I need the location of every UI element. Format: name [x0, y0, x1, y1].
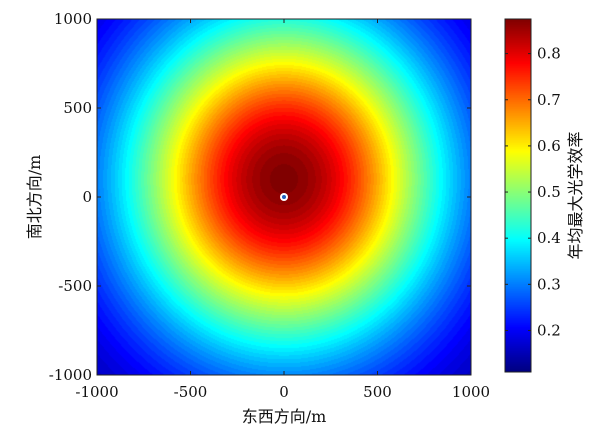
colorbar-frame	[504, 18, 532, 373]
colorbar-tick-label: 0.8	[537, 45, 561, 63]
colorbar-tick-label: 0.6	[537, 137, 561, 155]
colorbar-ticks: 0.2 0.3 0.4 0.5 0.6 0.7 0.8	[505, 45, 561, 339]
colorbar-tick-label: 0.3	[537, 275, 561, 293]
colorbar-tick-label: 0.4	[537, 229, 561, 247]
colorbar-tick-label: 0.7	[537, 91, 561, 109]
x-tick-label: -1000	[75, 383, 118, 401]
x-tick-label: 0	[279, 383, 289, 401]
x-tick-label: 500	[363, 383, 392, 401]
colorbar-title: 年均最大光学效率	[566, 131, 585, 259]
x-tick-label: 1000	[452, 383, 490, 401]
colorbar-tick-label: 0.5	[537, 183, 561, 201]
tower-marker-core	[282, 195, 286, 199]
colorbar-tick-label: 0.2	[537, 321, 561, 339]
y-tick-label: -500	[58, 277, 92, 295]
x-tick-label: -500	[174, 383, 208, 401]
y-tick-label: 1000	[54, 10, 92, 28]
y-tick-label: 500	[63, 99, 92, 117]
x-axis-ticks: -1000 -500 0 500 1000	[75, 19, 490, 401]
x-axis-title: 东西方向/m	[242, 407, 327, 426]
y-axis-title: 南北方向/m	[25, 155, 44, 240]
colorbar	[505, 19, 531, 372]
y-tick-label: 0	[82, 188, 92, 206]
y-axis-ticks: -1000 -500 0 500 1000	[49, 10, 471, 384]
y-tick-label: -1000	[49, 366, 92, 384]
